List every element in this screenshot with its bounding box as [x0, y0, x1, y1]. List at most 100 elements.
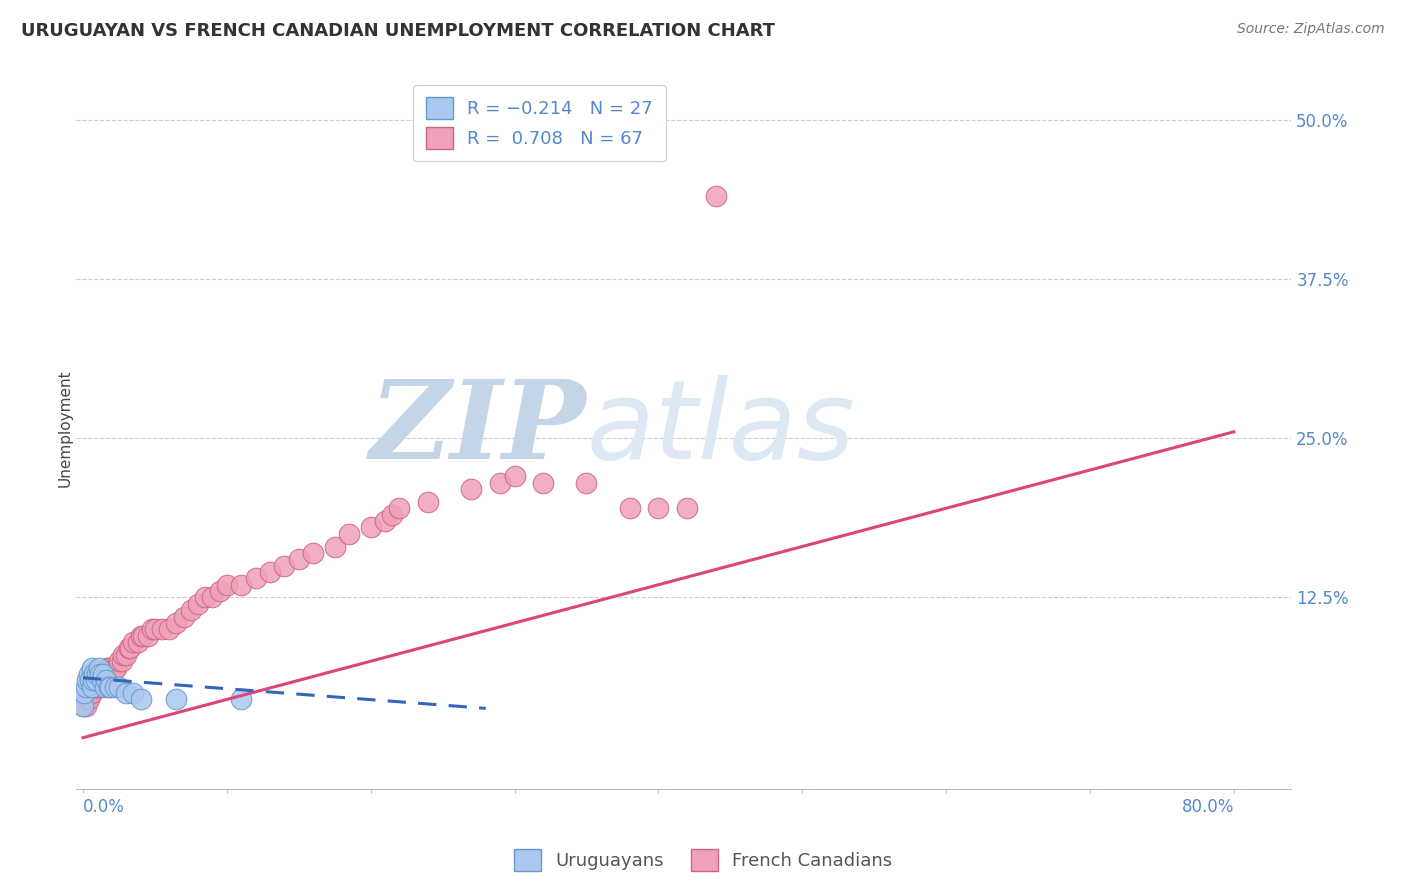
Point	[166, 692, 188, 706]
Point	[80, 686, 103, 700]
Point	[72, 698, 94, 713]
Point	[91, 667, 114, 681]
Point	[94, 673, 117, 688]
Point	[82, 673, 104, 688]
Point	[157, 623, 180, 637]
Point	[100, 667, 122, 681]
Point	[79, 686, 101, 700]
Point	[704, 189, 727, 203]
Point	[82, 680, 104, 694]
Point	[208, 584, 231, 599]
Point	[122, 686, 145, 700]
Point	[503, 469, 526, 483]
Point	[80, 660, 103, 674]
Point	[215, 578, 238, 592]
Point	[83, 667, 105, 681]
Point	[360, 520, 382, 534]
Point	[108, 680, 131, 694]
Text: 80.0%: 80.0%	[1181, 797, 1234, 815]
Text: ZIP: ZIP	[370, 375, 586, 483]
Point	[143, 623, 166, 637]
Point	[108, 654, 131, 668]
Point	[118, 641, 141, 656]
Point	[84, 680, 107, 694]
Point	[91, 673, 114, 688]
Point	[80, 680, 103, 694]
Point	[86, 667, 108, 681]
Point	[94, 667, 117, 681]
Point	[323, 540, 346, 554]
Point	[129, 629, 152, 643]
Point	[619, 501, 641, 516]
Point	[89, 680, 111, 694]
Point	[136, 629, 159, 643]
Point	[115, 648, 138, 662]
Point	[418, 495, 440, 509]
Point	[132, 629, 155, 643]
Point	[76, 692, 98, 706]
Point	[89, 667, 111, 681]
Point	[194, 591, 217, 605]
Point	[76, 673, 98, 688]
Point	[75, 698, 97, 713]
Point	[96, 660, 118, 674]
Text: URUGUAYAN VS FRENCH CANADIAN UNEMPLOYMENT CORRELATION CHART: URUGUAYAN VS FRENCH CANADIAN UNEMPLOYMEN…	[21, 22, 775, 40]
Point	[388, 501, 411, 516]
Point	[87, 680, 110, 694]
Point	[77, 692, 100, 706]
Point	[77, 667, 100, 681]
Point	[104, 680, 127, 694]
Point	[127, 635, 149, 649]
Point	[647, 501, 669, 516]
Point	[75, 680, 97, 694]
Point	[231, 692, 253, 706]
Point	[90, 673, 112, 688]
Point	[90, 673, 112, 688]
Point	[86, 680, 108, 694]
Point	[287, 552, 309, 566]
Point	[84, 673, 107, 688]
Point	[120, 641, 142, 656]
Point	[231, 578, 253, 592]
Point	[122, 635, 145, 649]
Point	[273, 558, 295, 573]
Point	[489, 475, 512, 490]
Text: atlas: atlas	[586, 376, 855, 482]
Point	[112, 648, 135, 662]
Point	[381, 508, 404, 522]
Point	[374, 514, 396, 528]
Point	[87, 660, 110, 674]
Point	[129, 692, 152, 706]
Point	[166, 615, 188, 630]
Point	[245, 571, 267, 585]
Point	[72, 698, 94, 713]
Point	[302, 546, 325, 560]
Point	[104, 660, 127, 674]
Point	[259, 565, 281, 579]
Text: 0.0%: 0.0%	[83, 797, 125, 815]
Point	[173, 609, 195, 624]
Point	[115, 686, 138, 700]
Point	[98, 680, 121, 694]
Point	[187, 597, 209, 611]
Point	[575, 475, 598, 490]
Point	[93, 680, 115, 694]
Point	[79, 673, 101, 688]
Point	[531, 475, 554, 490]
Point	[105, 660, 128, 674]
Point	[676, 501, 699, 516]
Text: Source: ZipAtlas.com: Source: ZipAtlas.com	[1237, 22, 1385, 37]
Point	[98, 660, 121, 674]
Point	[150, 623, 173, 637]
Point	[97, 660, 120, 674]
Point	[201, 591, 224, 605]
Point	[141, 623, 163, 637]
Point	[337, 526, 360, 541]
Point	[97, 680, 120, 694]
Point	[83, 680, 105, 694]
Point	[460, 482, 482, 496]
Point	[73, 686, 96, 700]
Point	[180, 603, 202, 617]
Y-axis label: Unemployment: Unemployment	[58, 370, 72, 487]
Point	[111, 654, 134, 668]
